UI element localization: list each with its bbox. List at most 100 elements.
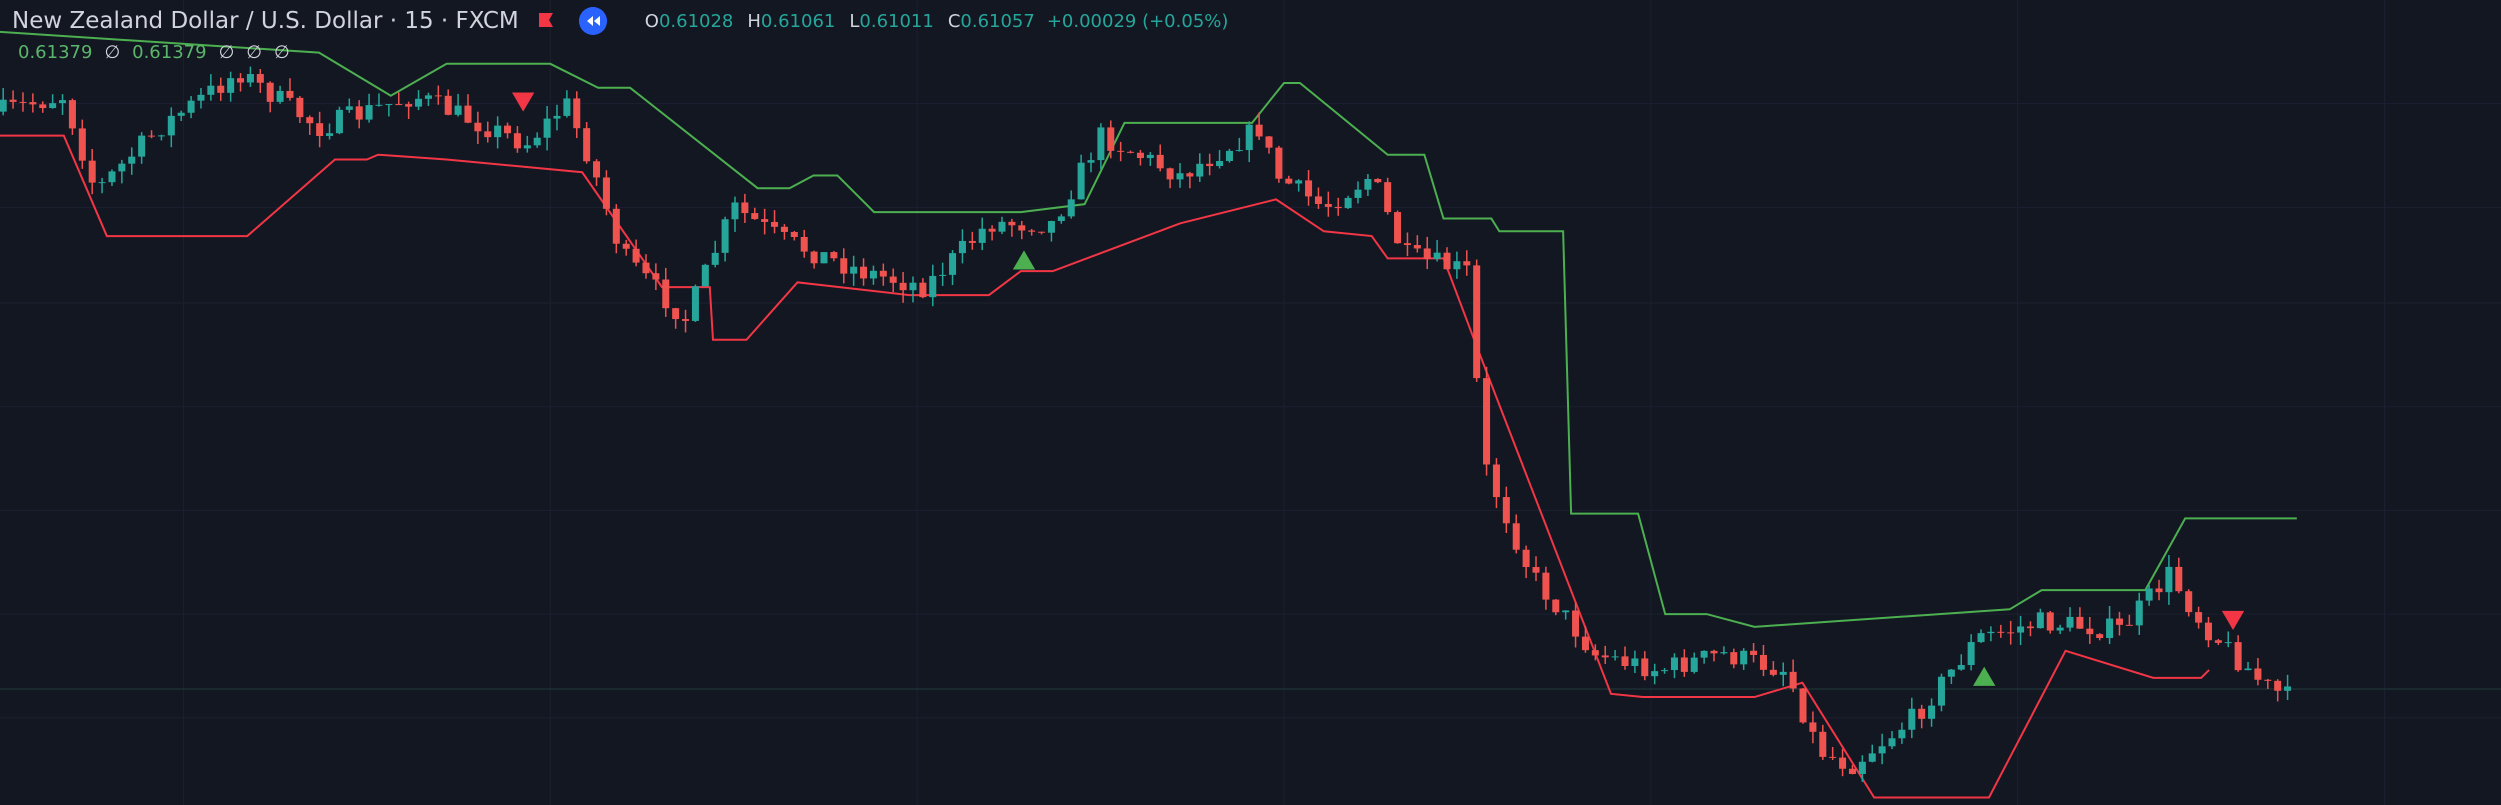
candle-body xyxy=(454,105,462,115)
candle-body xyxy=(246,74,254,83)
candle-body xyxy=(1225,150,1233,162)
candle-body xyxy=(1443,252,1451,270)
candle-body xyxy=(978,228,986,243)
candle-body xyxy=(741,202,749,214)
candle-body xyxy=(1690,657,1698,672)
candle-body xyxy=(1809,722,1817,732)
candle-body xyxy=(306,117,314,124)
indicator-value: ∅ xyxy=(104,42,121,63)
symbol-title[interactable]: New Zealand Dollar / U.S. Dollar · 15 · … xyxy=(12,8,519,34)
candle-body xyxy=(602,177,610,209)
candle-body xyxy=(415,98,423,107)
candle-body xyxy=(909,282,917,291)
candle-body xyxy=(1661,670,1669,672)
candle-body xyxy=(1601,655,1609,658)
candle-body xyxy=(1305,180,1313,197)
candle-body xyxy=(1344,197,1352,209)
candle-body xyxy=(405,104,413,107)
candle-body xyxy=(1492,464,1500,498)
candle-body xyxy=(1621,656,1629,666)
candle-body xyxy=(1829,756,1837,758)
candle-body xyxy=(1403,243,1411,246)
candle-body xyxy=(2076,616,2084,629)
candle-body xyxy=(1186,173,1194,177)
candle-body xyxy=(1334,206,1342,209)
candle-body xyxy=(78,128,86,161)
candle-body xyxy=(2254,668,2262,680)
candle-body xyxy=(49,103,57,109)
candle-body xyxy=(444,95,452,115)
candle-body xyxy=(820,252,828,264)
candle-body xyxy=(1423,248,1431,259)
candle-body xyxy=(711,252,719,265)
candle-body xyxy=(2185,591,2193,613)
candle-body xyxy=(2155,588,2163,593)
candle-body xyxy=(1255,124,1263,137)
candle-body xyxy=(1591,650,1599,656)
candle-body xyxy=(523,145,531,149)
candle-body xyxy=(365,105,373,120)
candle-body xyxy=(88,160,96,183)
candle-body xyxy=(1789,671,1797,689)
candle-body xyxy=(1196,163,1204,177)
replay-button[interactable] xyxy=(578,7,607,35)
candle-body xyxy=(563,98,571,116)
candle-body xyxy=(612,208,620,244)
candle-body xyxy=(1107,127,1115,151)
candle-body xyxy=(2125,624,2133,626)
candle-body xyxy=(2274,680,2282,691)
ohlc-value: 0.61061 xyxy=(760,10,836,32)
candle-body xyxy=(19,101,27,103)
candle-body xyxy=(879,270,887,277)
candle-body xyxy=(889,276,897,283)
candle-body xyxy=(2224,642,2232,644)
candle-body xyxy=(1166,168,1174,180)
candle-body xyxy=(207,85,215,95)
candle-body xyxy=(2106,618,2114,638)
ohlc-label: L xyxy=(849,10,860,32)
candle-body xyxy=(1839,757,1847,769)
candle-body xyxy=(1057,216,1065,222)
candle-body xyxy=(296,97,304,118)
candle-body xyxy=(375,104,383,106)
indicator-values: 0.61379 ∅ 0.61379 ∅ ∅ ∅ xyxy=(18,42,290,63)
candle-body xyxy=(1038,231,1046,233)
candle-body xyxy=(2086,628,2094,635)
candle-body xyxy=(949,253,957,275)
candle-body xyxy=(2195,612,2203,623)
candle-body xyxy=(395,104,403,106)
candle-body xyxy=(622,243,630,249)
candle-body xyxy=(138,135,146,157)
candle-body xyxy=(1532,567,1540,573)
candle-body xyxy=(1898,729,1906,739)
candle-body xyxy=(1087,160,1095,163)
candle-body xyxy=(1384,182,1392,213)
candle-body xyxy=(9,99,17,102)
candle-body xyxy=(553,115,561,119)
flag-icon[interactable] xyxy=(537,12,555,30)
candle-body xyxy=(1572,610,1580,637)
candle-body xyxy=(899,282,907,291)
buy-signal xyxy=(1012,250,1036,270)
candle-body xyxy=(1314,196,1322,204)
candle-body xyxy=(2284,686,2292,691)
candle-body xyxy=(830,252,838,259)
candle-body xyxy=(1947,669,1955,677)
candle-body xyxy=(1018,225,1026,231)
candle-body xyxy=(1364,179,1372,190)
candle-body xyxy=(593,161,601,178)
candle-body xyxy=(1581,636,1589,651)
candle-body xyxy=(1700,650,1708,658)
candle-body xyxy=(513,133,521,149)
candle-body xyxy=(1433,252,1441,259)
candle-body xyxy=(1730,652,1738,665)
candle-body xyxy=(810,251,818,264)
ohlc-value: 0.61057 xyxy=(960,10,1035,32)
indicator-value: ∅ xyxy=(273,42,290,63)
candle-body xyxy=(1324,203,1332,207)
candle-body xyxy=(1176,173,1184,180)
ohlc-value: 0.61011 xyxy=(859,10,934,32)
candle-body xyxy=(98,182,106,184)
candle-body xyxy=(968,240,976,243)
candle-body xyxy=(2026,626,2034,629)
